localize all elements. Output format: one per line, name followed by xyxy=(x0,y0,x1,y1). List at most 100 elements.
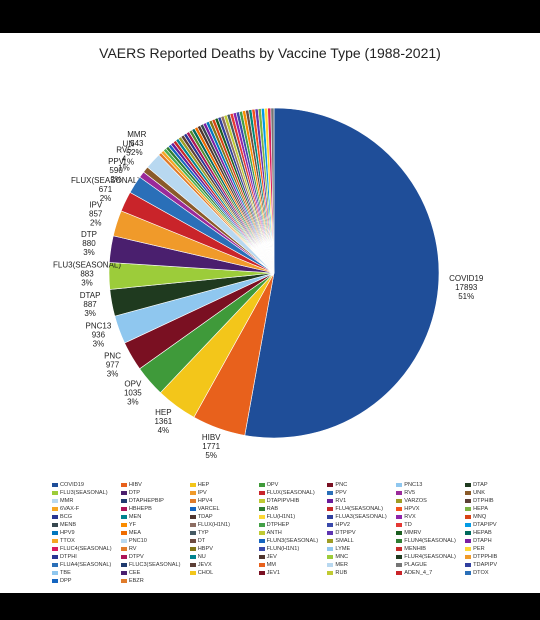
legend-item: MMRV xyxy=(396,529,463,536)
legend-label: TBE xyxy=(60,569,71,576)
legend-swatch xyxy=(258,538,265,543)
legend-label: PNC10 xyxy=(128,537,147,544)
legend-label: DTAP xyxy=(473,481,488,488)
legend-swatch xyxy=(189,562,196,567)
legend-item: RV1 xyxy=(327,497,394,504)
legend-swatch xyxy=(327,522,334,527)
legend-item: HPV4 xyxy=(189,497,257,504)
legend-item: HBHEPB xyxy=(120,505,188,512)
legend-swatch xyxy=(258,482,265,487)
legend-label: LYME xyxy=(335,545,351,552)
slice-label-line: 3% xyxy=(81,278,93,287)
legend-label: HBHEPB xyxy=(128,505,152,512)
legend-swatch xyxy=(189,570,196,575)
slice-label-line: UN xyxy=(123,140,135,149)
chart-frame: VAERS Reported Deaths by Vaccine Type (1… xyxy=(0,33,540,593)
legend-label: BCG xyxy=(60,513,73,520)
legend-label: DTPHI xyxy=(60,553,77,560)
legend-swatch xyxy=(120,514,127,519)
legend-item: BCG xyxy=(52,513,119,520)
legend-item: 6VAX-F xyxy=(52,505,119,512)
legend-swatch xyxy=(465,530,472,535)
legend-swatch xyxy=(396,514,403,519)
legend-label: JEVX xyxy=(197,561,212,568)
legend-swatch xyxy=(189,490,196,495)
legend-item: DTPPHIB xyxy=(465,553,532,560)
legend-item: IPV xyxy=(189,489,257,496)
legend-swatch xyxy=(465,498,472,503)
legend-item: DTAPIPV xyxy=(465,521,532,528)
legend-label: JEV xyxy=(266,553,277,560)
slice-label-line: 977 xyxy=(106,360,120,369)
pie-slice-covid19 xyxy=(244,107,440,439)
legend-label: MNC xyxy=(335,553,349,560)
legend-label: DTPIPV xyxy=(335,529,356,536)
legend-label: HPVX xyxy=(404,505,420,512)
legend-label: DTAPH xyxy=(473,537,492,544)
legend-swatch xyxy=(258,554,265,559)
slice-label-line: 1% xyxy=(123,158,135,167)
legend-label: MMR xyxy=(60,497,74,504)
legend-label: HBPV xyxy=(197,545,213,552)
legend-swatch xyxy=(327,506,334,511)
legend-label: FLUN4(SEASONAL) xyxy=(404,537,456,544)
legend-item: FLUN3(SEASONAL) xyxy=(258,537,326,544)
legend-item: HIBV xyxy=(120,481,188,488)
slice-label-line: 887 xyxy=(83,300,97,309)
legend-item: MEN xyxy=(120,513,188,520)
legend-label: DTPV xyxy=(128,553,144,560)
legend-swatch xyxy=(120,530,127,535)
legend-swatch xyxy=(396,562,403,567)
legend-swatch xyxy=(258,522,265,527)
slice-label-line: PNC13 xyxy=(86,321,112,330)
legend-label: MENB xyxy=(60,521,77,528)
legend-item: FLUA4(SEASONAL) xyxy=(52,561,119,568)
legend-swatch xyxy=(52,578,58,583)
legend-label: FLU4(SEASONAL) xyxy=(335,505,383,512)
slice-label-line: 2% xyxy=(110,175,122,184)
legend-swatch xyxy=(120,522,127,527)
slice-label-line: 1771 xyxy=(202,442,220,451)
slice-label-line: MMR xyxy=(127,130,146,139)
legend-item: DTAPH xyxy=(465,537,532,544)
legend-item: DTPV xyxy=(120,553,188,560)
legend-item: FLUC4(SEASONAL) xyxy=(52,545,119,552)
legend-label: RV1 xyxy=(335,497,347,504)
legend-item: HEPAB xyxy=(465,529,532,536)
legend-label: ADEN_4_7 xyxy=(404,569,433,576)
legend-swatch xyxy=(52,514,58,519)
legend-item: HPV9 xyxy=(52,529,119,536)
legend-swatch xyxy=(120,546,127,551)
legend-swatch xyxy=(465,562,472,567)
legend-label: FLUC3(SEASONAL) xyxy=(128,561,181,568)
legend-swatch xyxy=(258,490,265,495)
legend-item: HBPV xyxy=(189,545,257,552)
legend-swatch xyxy=(189,522,196,527)
legend-item: MNC xyxy=(327,553,394,560)
legend-label: FLUC4(SEASONAL) xyxy=(60,545,112,552)
slice-label-line: 1% xyxy=(118,163,130,172)
legend-label: HEPAB xyxy=(473,529,492,536)
legend-item: DTPHIB xyxy=(465,497,532,504)
legend-label: PPV xyxy=(335,489,347,496)
legend-swatch xyxy=(465,522,472,527)
legend-swatch xyxy=(52,498,58,503)
legend-swatch xyxy=(120,538,127,543)
legend-label: MMRV xyxy=(404,529,422,536)
legend-swatch xyxy=(396,546,403,551)
legend-label: HEP xyxy=(197,481,210,488)
legend-label: RV xyxy=(128,545,137,552)
slice-label-line: 3% xyxy=(107,369,119,378)
legend-item: TBE xyxy=(52,569,119,576)
slice-label-line: 590 xyxy=(109,166,123,175)
legend-label: COVID19 xyxy=(60,481,84,488)
legend-label: FLUA4(SEASONAL) xyxy=(60,561,112,568)
legend-swatch xyxy=(258,506,265,511)
legend-swatch xyxy=(120,498,127,503)
